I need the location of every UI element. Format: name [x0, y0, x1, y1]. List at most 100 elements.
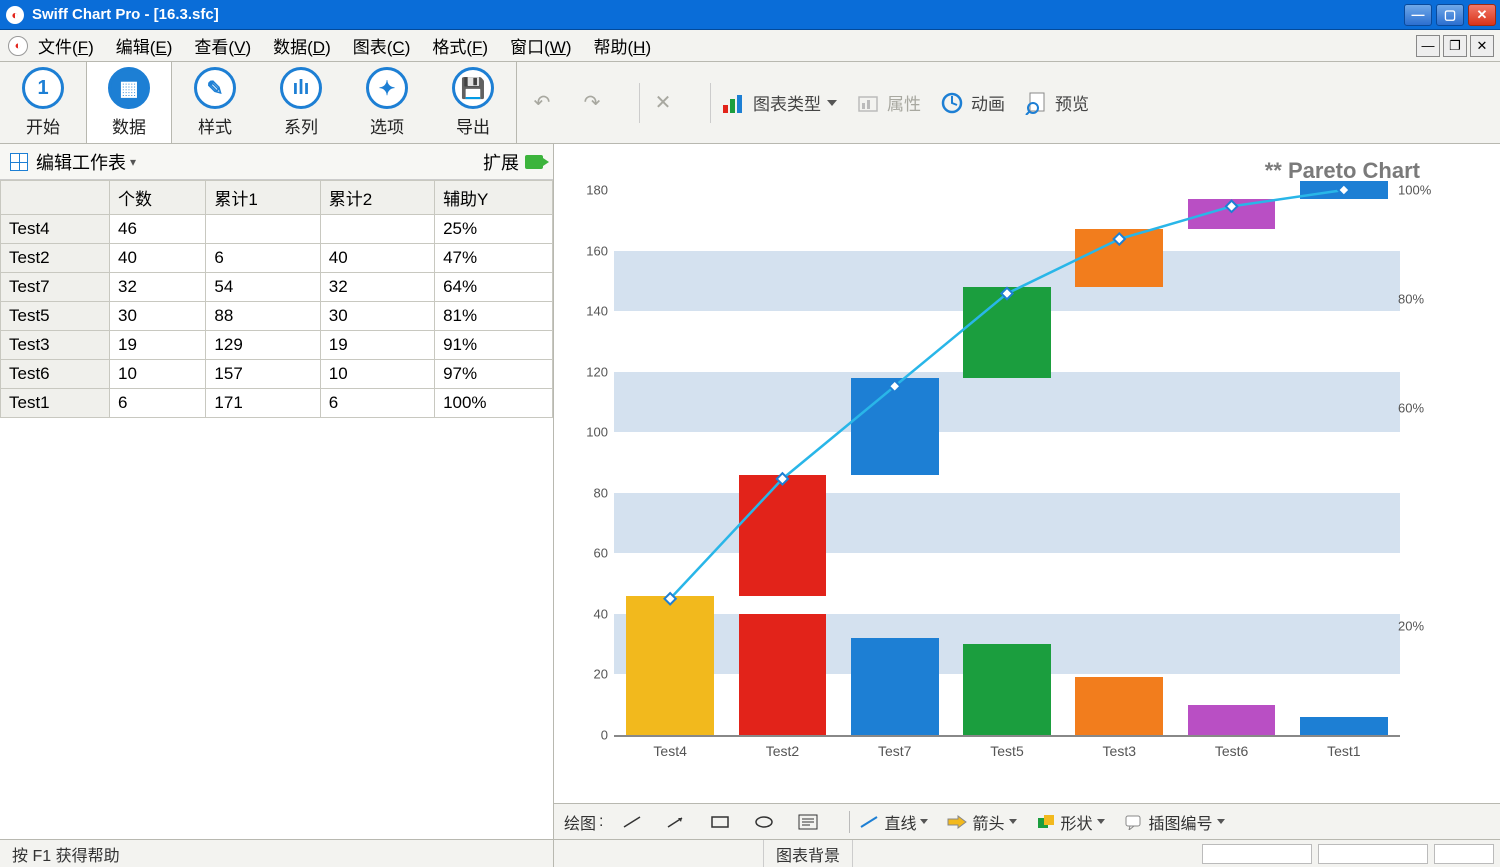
properties-button[interactable]: 属性: [855, 90, 921, 116]
table-cell[interactable]: 32: [109, 273, 205, 302]
draw-ellipse-tool[interactable]: [753, 813, 779, 831]
data-table[interactable]: 个数累计1累计2辅助YTest44625%Test24064047%Test73…: [0, 180, 553, 418]
table-cell[interactable]: 6: [206, 244, 320, 273]
draw-text-tool[interactable]: [797, 813, 823, 831]
table-cell[interactable]: 88: [206, 302, 320, 331]
undo-button[interactable]: ↶: [529, 90, 561, 116]
y-axis-label: 60: [578, 546, 608, 561]
table-header[interactable]: 辅助Y: [435, 181, 553, 215]
table-cell[interactable]: 19: [109, 331, 205, 360]
table-cell[interactable]: Test2: [1, 244, 110, 273]
stage-tab-3[interactable]: ılı系列: [258, 62, 344, 143]
table-cell[interactable]: 46: [109, 215, 205, 244]
mdi-restore-button[interactable]: ❐: [1443, 35, 1467, 57]
table-cell[interactable]: 81%: [435, 302, 553, 331]
table-cell[interactable]: 10: [320, 360, 434, 389]
table-cell[interactable]: [320, 215, 434, 244]
table-cell[interactable]: 25%: [435, 215, 553, 244]
close-button[interactable]: ✕: [1468, 4, 1496, 26]
table-cell[interactable]: 40: [109, 244, 205, 273]
y-axis-label: 180: [578, 183, 608, 198]
table-cell[interactable]: Test7: [1, 273, 110, 302]
draw-arrow-tool[interactable]: [665, 813, 691, 831]
table-cell[interactable]: 54: [206, 273, 320, 302]
table-row[interactable]: Test161716100%: [1, 389, 553, 418]
table-cell[interactable]: 6: [320, 389, 434, 418]
expand-button[interactable]: [525, 155, 543, 169]
table-header[interactable]: [1, 181, 110, 215]
table-cell[interactable]: 64%: [435, 273, 553, 302]
table-row[interactable]: Test3191291991%: [1, 331, 553, 360]
table-cell[interactable]: 91%: [435, 331, 553, 360]
menu-f[interactable]: 格式(F): [432, 38, 488, 57]
redo-icon: ↷: [579, 90, 605, 116]
stage-tab-1[interactable]: ▦数据: [86, 62, 172, 143]
menu-d[interactable]: 数据(D): [273, 38, 331, 57]
table-header[interactable]: 累计2: [320, 181, 434, 215]
draw-line-tool[interactable]: [621, 813, 647, 831]
animation-icon: [939, 90, 965, 116]
table-cell[interactable]: 40: [320, 244, 434, 273]
table-cell[interactable]: 30: [320, 302, 434, 331]
table-row[interactable]: Test732543264%: [1, 273, 553, 302]
table-cell[interactable]: Test5: [1, 302, 110, 331]
stage-tab-label: 数据: [112, 113, 146, 138]
menu-v[interactable]: 查看(V): [194, 38, 251, 57]
table-cell[interactable]: 97%: [435, 360, 553, 389]
maximize-button[interactable]: ▢: [1436, 4, 1464, 26]
table-header[interactable]: 累计1: [206, 181, 320, 215]
table-cell[interactable]: 47%: [435, 244, 553, 273]
draw-line-menu[interactable]: 直线: [858, 810, 928, 834]
menu-h[interactable]: 帮助(H): [593, 38, 651, 57]
delete-button[interactable]: ✕: [650, 90, 682, 116]
stage-tab-2[interactable]: ✎样式: [172, 62, 258, 143]
chart-pane: ** Pareto Chart 20%60%80%100%Test4Test2T…: [554, 144, 1500, 839]
table-cell[interactable]: 32: [320, 273, 434, 302]
properties-label: 属性: [887, 90, 921, 115]
ellipse-icon: [753, 813, 775, 831]
table-cell[interactable]: 10: [109, 360, 205, 389]
redo-button[interactable]: ↷: [579, 90, 611, 116]
draw-arrow-menu[interactable]: 箭头: [946, 810, 1016, 834]
menu-c[interactable]: 图表(C): [353, 38, 411, 57]
stage-tab-label: 开始: [26, 113, 60, 138]
animation-button[interactable]: 动画: [939, 90, 1005, 116]
table-cell[interactable]: 157: [206, 360, 320, 389]
table-cell[interactable]: 171: [206, 389, 320, 418]
stage-tab-4[interactable]: ✦选项: [344, 62, 430, 143]
draw-rect-tool[interactable]: [709, 813, 735, 831]
draw-caption-menu[interactable]: 插图编号: [1123, 810, 1225, 834]
table-row[interactable]: Test446 25%: [1, 215, 553, 244]
minimize-button[interactable]: —: [1404, 4, 1432, 26]
line-icon: [858, 813, 880, 831]
draw-shape-menu[interactable]: 形状: [1035, 810, 1105, 834]
table-cell[interactable]: Test3: [1, 331, 110, 360]
table-cell[interactable]: 129: [206, 331, 320, 360]
table-cell[interactable]: Test4: [1, 215, 110, 244]
table-cell[interactable]: 6: [109, 389, 205, 418]
chart-type-button[interactable]: 图表类型: [721, 90, 837, 116]
table-cell[interactable]: [206, 215, 320, 244]
mdi-minimize-button[interactable]: —: [1416, 35, 1440, 57]
x-axis-label: Test3: [1103, 743, 1136, 759]
mdi-close-button[interactable]: ✕: [1470, 35, 1494, 57]
menu-f[interactable]: 文件(F): [38, 38, 94, 57]
app-icon: ◐: [6, 6, 24, 24]
title-bar: ◐ Swiff Chart Pro - [16.3.sfc] — ▢ ✕: [0, 0, 1500, 30]
table-cell[interactable]: Test1: [1, 389, 110, 418]
table-cell[interactable]: 19: [320, 331, 434, 360]
menu-w[interactable]: 窗口(W): [510, 38, 571, 57]
table-row[interactable]: Test6101571097%: [1, 360, 553, 389]
table-row[interactable]: Test530883081%: [1, 302, 553, 331]
table-cell[interactable]: Test6: [1, 360, 110, 389]
stage-tab-0[interactable]: 1开始: [0, 62, 86, 143]
stage-tab-5[interactable]: 💾导出: [430, 62, 516, 143]
table-row[interactable]: Test24064047%: [1, 244, 553, 273]
preview-button[interactable]: 预览: [1023, 90, 1089, 116]
table-cell[interactable]: 100%: [435, 389, 553, 418]
table-header[interactable]: 个数: [109, 181, 205, 215]
chevron-down-icon[interactable]: ▾: [130, 155, 136, 169]
table-cell[interactable]: 30: [109, 302, 205, 331]
x-axis-label: Test5: [990, 743, 1023, 759]
menu-e[interactable]: 编辑(E): [116, 38, 173, 57]
